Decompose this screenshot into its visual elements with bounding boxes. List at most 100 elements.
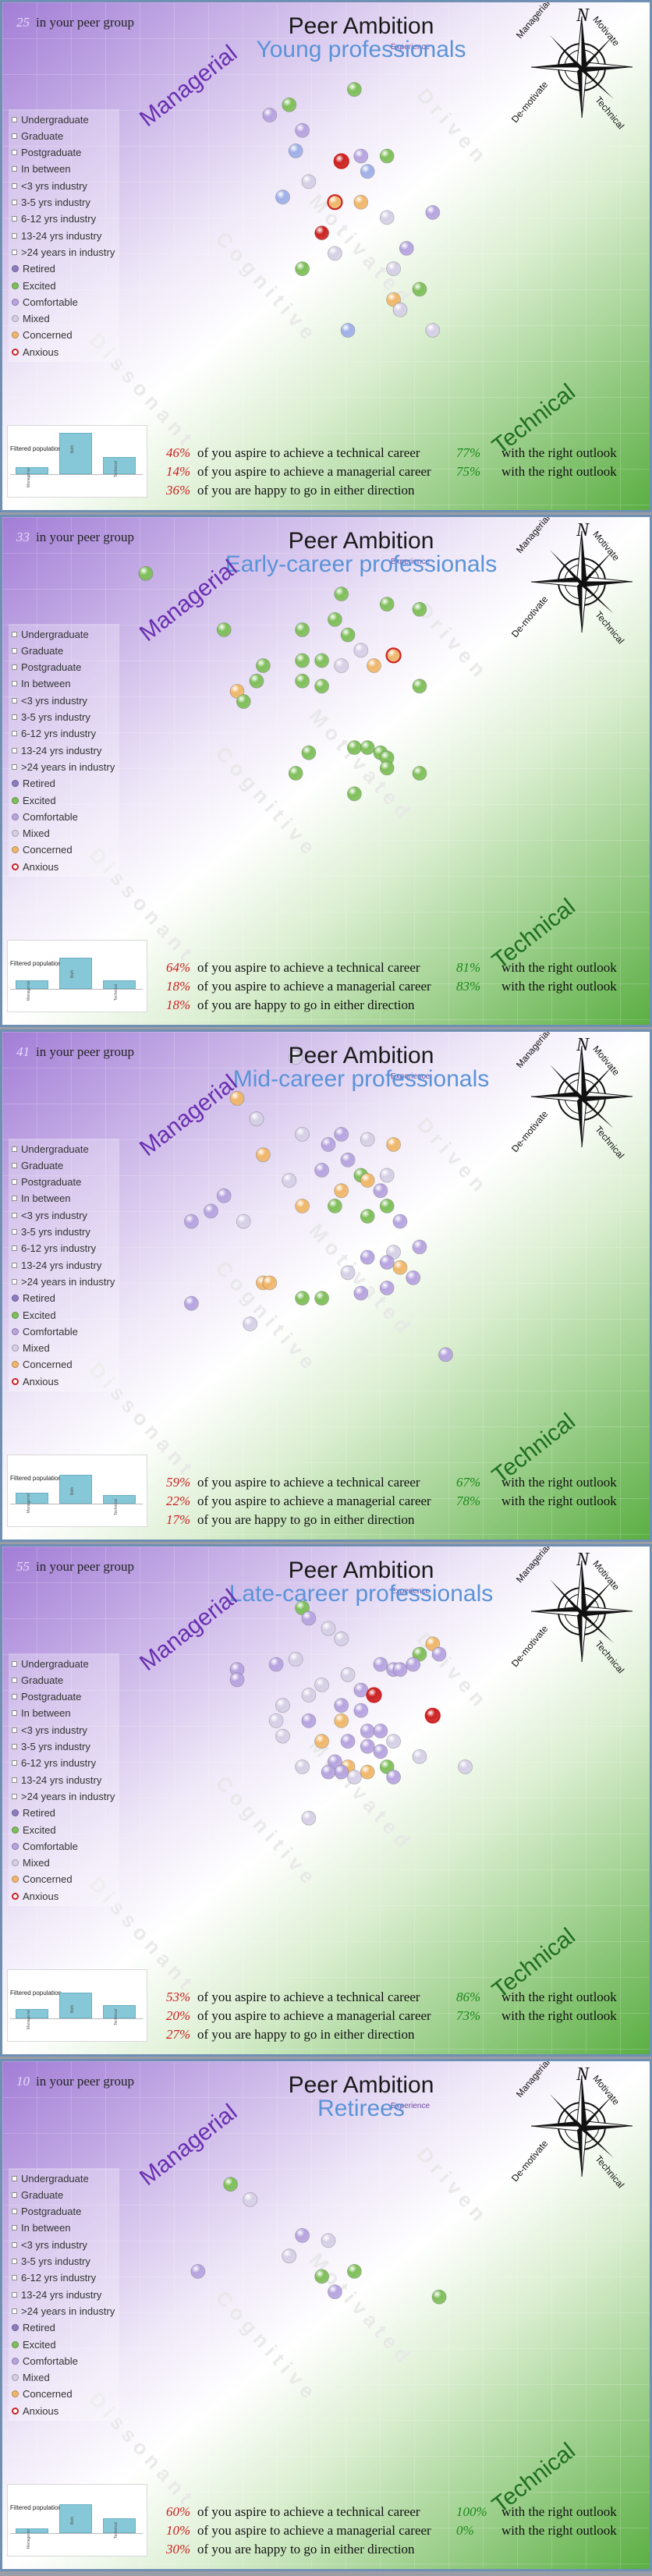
legend-item[interactable]: Undergraduate xyxy=(12,112,89,127)
peer-bubble[interactable] xyxy=(334,1764,349,1780)
peer-bubble[interactable] xyxy=(275,190,290,205)
peer-bubble[interactable] xyxy=(268,1713,284,1728)
legend-item[interactable]: <3 yrs industry xyxy=(12,693,87,708)
peer-bubble[interactable] xyxy=(327,611,342,627)
legend-item[interactable]: 6-12 yrs industry xyxy=(12,211,96,227)
legend-item[interactable]: Graduate xyxy=(12,643,63,658)
legend-item[interactable]: In between xyxy=(12,676,71,692)
peer-bubble[interactable] xyxy=(321,1137,336,1152)
legend-item[interactable]: Graduate xyxy=(12,1672,63,1688)
peer-bubble[interactable] xyxy=(412,601,427,617)
peer-bubble[interactable] xyxy=(275,1728,290,1744)
legend-item[interactable]: Undergraduate xyxy=(12,2170,89,2186)
peer-bubble[interactable] xyxy=(379,148,395,164)
peer-bubble[interactable] xyxy=(295,653,310,668)
legend-item[interactable]: Comfortable xyxy=(12,809,78,824)
peer-bubble[interactable] xyxy=(301,1688,317,1703)
legend-item[interactable]: Graduate xyxy=(12,128,63,144)
peer-bubble[interactable] xyxy=(360,740,375,756)
peer-bubble[interactable] xyxy=(353,643,369,658)
legend-item[interactable]: Mixed xyxy=(12,826,50,842)
legend-item[interactable]: >24 years in industry xyxy=(12,244,115,260)
peer-bubble[interactable] xyxy=(321,1621,336,1636)
peer-bubble[interactable] xyxy=(282,1173,297,1188)
legend-item[interactable]: Retired xyxy=(12,2320,55,2336)
peer-bubble[interactable] xyxy=(236,1214,251,1229)
peer-bubble[interactable] xyxy=(346,2263,362,2279)
legend-item[interactable]: Concerned xyxy=(12,1357,73,1373)
peer-bubble[interactable] xyxy=(295,1291,310,1306)
peer-bubble[interactable] xyxy=(424,1707,441,1724)
legend-item[interactable]: <3 yrs industry xyxy=(12,2237,87,2252)
peer-bubble[interactable] xyxy=(412,1239,427,1255)
peer-bubble[interactable] xyxy=(183,1214,199,1229)
peer-bubble[interactable] xyxy=(314,1291,330,1306)
peer-bubble[interactable] xyxy=(340,627,356,643)
peer-bubble[interactable] xyxy=(275,1698,290,1713)
legend-item[interactable]: 13-24 yrs industry xyxy=(12,228,101,243)
peer-bubble[interactable] xyxy=(229,683,245,699)
peer-bubble[interactable] xyxy=(412,766,427,781)
legend-item[interactable]: Retired xyxy=(12,1291,55,1306)
peer-bubble[interactable] xyxy=(353,148,369,164)
peer-bubble[interactable] xyxy=(243,2192,258,2207)
peer-bubble[interactable] xyxy=(301,1810,317,1826)
peer-bubble[interactable] xyxy=(301,1610,317,1626)
peer-bubble[interactable] xyxy=(288,1652,303,1667)
peer-bubble[interactable] xyxy=(334,1631,349,1646)
legend-item[interactable]: Anxious xyxy=(12,1373,58,1389)
peer-bubble[interactable] xyxy=(295,1126,310,1142)
peer-bubble[interactable] xyxy=(288,766,303,781)
legend-item[interactable]: <3 yrs industry xyxy=(12,1207,87,1223)
peer-bubble[interactable] xyxy=(249,673,264,689)
peer-bubble[interactable] xyxy=(386,1734,402,1749)
peer-bubble[interactable] xyxy=(282,97,297,112)
legend-item[interactable]: Excited xyxy=(12,2337,56,2352)
legend-item[interactable]: In between xyxy=(12,1706,71,1721)
peer-bubble[interactable] xyxy=(327,1198,342,1214)
peer-bubble[interactable] xyxy=(360,164,375,179)
legend-item[interactable]: Mixed xyxy=(12,311,50,327)
peer-bubble[interactable] xyxy=(236,694,251,709)
peer-bubble[interactable] xyxy=(360,1132,375,1147)
peer-bubble[interactable] xyxy=(223,2177,239,2192)
peer-bubble[interactable] xyxy=(360,1764,375,1780)
peer-bubble[interactable] xyxy=(327,1754,342,1770)
peer-bubble[interactable] xyxy=(334,1698,349,1713)
legend-item[interactable]: >24 years in industry xyxy=(12,2303,115,2319)
peer-bubble[interactable] xyxy=(334,1183,349,1199)
peer-bubble[interactable] xyxy=(386,261,402,277)
peer-bubble[interactable] xyxy=(190,2263,206,2279)
peer-bubble[interactable] xyxy=(373,1744,388,1759)
legend-item[interactable]: Undergraduate xyxy=(12,1656,89,1671)
legend-item[interactable]: Mixed xyxy=(12,1855,50,1871)
peer-bubble[interactable] xyxy=(392,1260,408,1275)
peer-bubble[interactable] xyxy=(340,1734,356,1749)
legend-item[interactable]: Anxious xyxy=(12,1888,58,1904)
peer-bubble[interactable] xyxy=(379,210,395,225)
legend-item[interactable]: 3-5 yrs industry xyxy=(12,1739,90,1755)
peer-bubble[interactable] xyxy=(346,82,362,97)
peer-bubble[interactable] xyxy=(301,745,317,760)
peer-bubble[interactable] xyxy=(327,194,343,211)
legend-item[interactable]: Retired xyxy=(12,1805,55,1821)
legend-item[interactable]: Excited xyxy=(12,792,56,808)
peer-bubble[interactable] xyxy=(321,2233,336,2248)
legend-item[interactable]: <3 yrs industry xyxy=(12,1722,87,1738)
peer-bubble[interactable] xyxy=(458,1759,473,1774)
peer-bubble[interactable] xyxy=(412,282,427,297)
peer-bubble[interactable] xyxy=(216,622,232,637)
peer-bubble[interactable] xyxy=(346,1770,362,1785)
peer-bubble[interactable] xyxy=(353,1703,369,1718)
legend-item[interactable]: 6-12 yrs industry xyxy=(12,726,96,742)
peer-bubble[interactable] xyxy=(334,1713,349,1728)
peer-bubble[interactable] xyxy=(379,1198,395,1214)
peer-bubble[interactable] xyxy=(360,1724,375,1738)
peer-bubble[interactable] xyxy=(373,1724,388,1738)
legend-item[interactable]: Postgraduate xyxy=(12,1175,81,1190)
peer-bubble[interactable] xyxy=(379,1759,395,1774)
peer-bubble[interactable] xyxy=(340,1667,356,1682)
peer-bubble[interactable] xyxy=(216,1188,232,1203)
legend-item[interactable]: >24 years in industry xyxy=(12,1274,115,1289)
legend-item[interactable]: Comfortable xyxy=(12,294,78,310)
